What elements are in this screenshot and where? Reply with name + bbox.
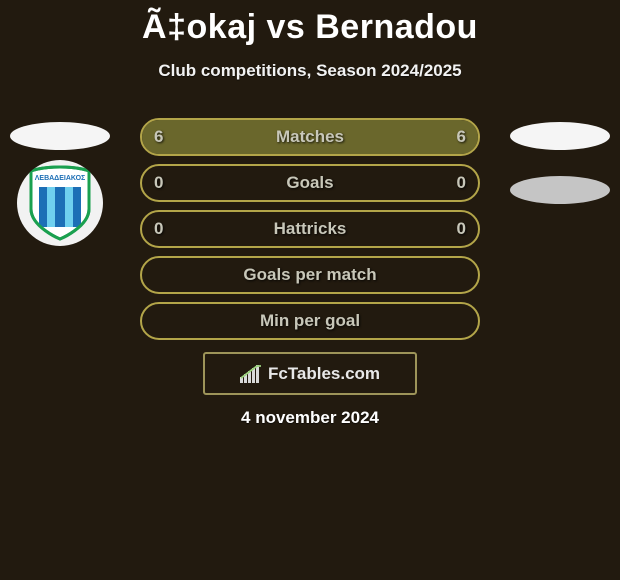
club-logo-left: ΛΕΒΑΔΕΙΑΚΟΣ (17, 160, 103, 246)
stat-value-left: 0 (154, 219, 163, 239)
stat-value-right: 0 (457, 173, 466, 193)
stat-label: Goals (286, 173, 333, 193)
bar-chart-icon (240, 365, 262, 383)
stat-label: Matches (276, 127, 344, 147)
stat-value-left: 6 (154, 127, 163, 147)
player-left-placeholder (10, 122, 110, 150)
stat-label: Hattricks (274, 219, 347, 239)
stat-label: Goals per match (243, 265, 376, 285)
stat-bars: 6 6 Matches 0 0 Goals 0 0 Hattricks Goals per mat… (140, 118, 480, 348)
club-name-text: ΛΕΒΑΔΕΙΑΚΟΣ (35, 175, 86, 182)
stat-value-right: 0 (457, 219, 466, 239)
stat-label: Min per goal (260, 311, 360, 331)
levadiakos-shield-icon: ΛΕΒΑΔΕΙΑΚΟΣ (25, 165, 95, 241)
club-right-placeholder (510, 176, 610, 204)
stat-value-right: 6 (457, 127, 466, 147)
stat-row: 0 0 Goals (140, 164, 480, 202)
brand-text: FcTables.com (268, 364, 380, 384)
right-side-column (510, 122, 610, 204)
brand-box[interactable]: FcTables.com (203, 352, 417, 395)
left-side-column: ΛΕΒΑΔΕΙΑΚΟΣ (10, 122, 110, 246)
date-text: 4 november 2024 (0, 408, 620, 428)
subtitle: Club competitions, Season 2024/2025 (0, 61, 620, 81)
player-right-placeholder (510, 122, 610, 150)
stat-row: Min per goal (140, 302, 480, 340)
stat-row: 6 6 Matches (140, 118, 480, 156)
stat-row: 0 0 Hattricks (140, 210, 480, 248)
stat-row: Goals per match (140, 256, 480, 294)
stat-value-left: 0 (154, 173, 163, 193)
page-title: Ã‡okaj vs Bernadou (0, 0, 620, 47)
